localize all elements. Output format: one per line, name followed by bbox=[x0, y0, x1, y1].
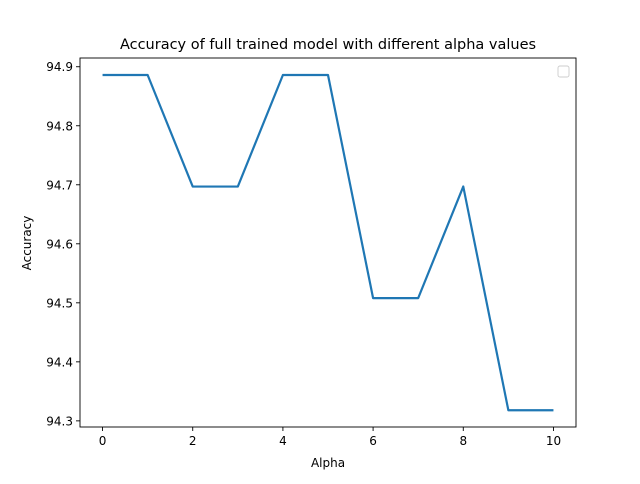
x-tick-label: 4 bbox=[279, 434, 287, 448]
x-axis-label: Alpha bbox=[311, 456, 345, 470]
chart-title: Accuracy of full trained model with diff… bbox=[120, 37, 536, 53]
x-tick-label: 0 bbox=[99, 434, 107, 448]
x-tick-label: 2 bbox=[189, 434, 197, 448]
y-axis-label: Accuracy bbox=[20, 216, 34, 271]
y-tick-label: 94.3 bbox=[46, 414, 73, 428]
y-tick-label: 94.4 bbox=[46, 355, 73, 369]
y-tick-label: 94.5 bbox=[46, 296, 73, 310]
legend-box bbox=[557, 65, 570, 78]
y-tick-label: 94.9 bbox=[46, 60, 73, 74]
y-tick-label: 94.7 bbox=[46, 178, 73, 192]
x-tick-label: 10 bbox=[546, 434, 561, 448]
x-tick-label: 6 bbox=[369, 434, 377, 448]
y-tick-label: 94.6 bbox=[46, 237, 73, 251]
plot-frame bbox=[79, 57, 577, 428]
series-line-0 bbox=[102, 73, 554, 412]
x-tick-label: 8 bbox=[459, 434, 467, 448]
y-tick-label: 94.8 bbox=[46, 119, 73, 133]
plot-area: 0 2 4 6 8 10 94.3 94.4 94.5 94.6 94.7 94.8 94.9 bbox=[46, 57, 577, 448]
